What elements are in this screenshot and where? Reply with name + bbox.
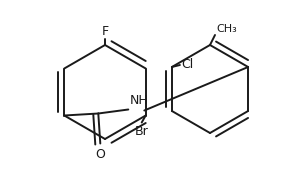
- Text: NH: NH: [129, 94, 148, 108]
- Text: F: F: [102, 25, 109, 38]
- Text: CH₃: CH₃: [216, 24, 237, 34]
- Text: O: O: [95, 148, 105, 161]
- Text: Br: Br: [135, 124, 149, 137]
- Text: Cl: Cl: [181, 59, 193, 71]
